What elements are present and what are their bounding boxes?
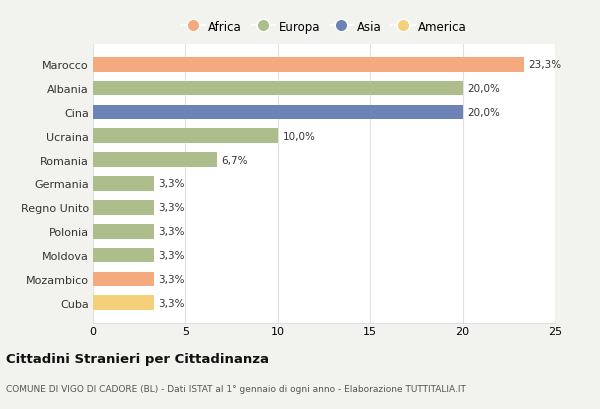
Text: 3,3%: 3,3%: [158, 179, 185, 189]
Bar: [93, 153, 217, 168]
Text: 20,0%: 20,0%: [467, 108, 500, 118]
Text: 23,3%: 23,3%: [528, 60, 562, 70]
Bar: [93, 81, 463, 96]
Bar: [93, 296, 154, 310]
Bar: [93, 58, 524, 72]
Bar: [93, 200, 154, 215]
Text: 3,3%: 3,3%: [158, 298, 185, 308]
Text: COMUNE DI VIGO DI CADORE (BL) - Dati ISTAT al 1° gennaio di ogni anno - Elaboraz: COMUNE DI VIGO DI CADORE (BL) - Dati IST…: [6, 384, 466, 393]
Text: Cittadini Stranieri per Cittadinanza: Cittadini Stranieri per Cittadinanza: [6, 352, 269, 365]
Bar: [93, 248, 154, 263]
Text: 6,7%: 6,7%: [221, 155, 248, 165]
Text: 10,0%: 10,0%: [283, 131, 315, 142]
Bar: [93, 272, 154, 287]
Text: 3,3%: 3,3%: [158, 274, 185, 284]
Bar: [93, 105, 463, 120]
Bar: [93, 224, 154, 239]
Bar: [93, 129, 278, 144]
Text: 3,3%: 3,3%: [158, 250, 185, 261]
Legend: Africa, Europa, Asia, America: Africa, Europa, Asia, America: [181, 20, 467, 34]
Text: 3,3%: 3,3%: [158, 227, 185, 237]
Text: 20,0%: 20,0%: [467, 84, 500, 94]
Text: 3,3%: 3,3%: [158, 203, 185, 213]
Bar: [93, 177, 154, 191]
